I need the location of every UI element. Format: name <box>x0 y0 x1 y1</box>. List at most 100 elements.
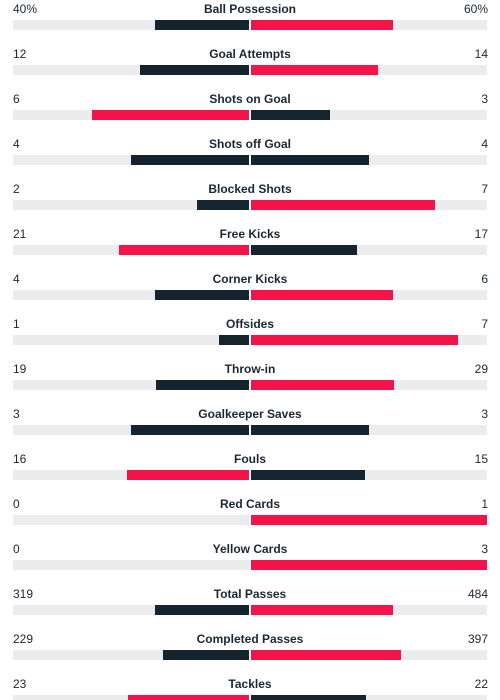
away-value: 29 <box>474 362 488 376</box>
away-bar-fill <box>251 425 369 435</box>
stat-row: 4 Corner Kicks 6 <box>0 271 500 301</box>
home-bar-fill <box>127 470 249 480</box>
away-bar-track <box>251 380 487 390</box>
stat-label: Ball Possession <box>203 2 297 16</box>
home-value: 23 <box>13 677 27 691</box>
stat-label: Fouls <box>234 452 266 466</box>
stat-row: 40% Ball Possession 60% <box>0 1 500 31</box>
away-bar-fill <box>251 560 487 570</box>
home-bar-fill <box>197 200 249 210</box>
away-value: 60% <box>463 2 488 16</box>
away-value: 3 <box>481 92 488 106</box>
away-bar-fill <box>251 695 366 700</box>
stat-row: 229 Completed Passes 397 <box>0 631 500 661</box>
away-bar-fill <box>251 290 393 300</box>
away-bar-track <box>251 605 487 615</box>
stat-label: Goalkeeper Saves <box>198 407 302 421</box>
stat-row: 4 Shots off Goal 4 <box>0 136 500 166</box>
home-bar-track <box>13 650 249 660</box>
away-bar-track <box>251 470 487 480</box>
away-bar-track <box>251 65 487 75</box>
away-bar-fill <box>251 605 393 615</box>
home-bar-track <box>13 425 249 435</box>
home-bar-track <box>13 335 249 345</box>
stat-label: Shots off Goal <box>209 137 291 151</box>
home-bar-track <box>13 20 249 30</box>
stat-label: Red Cards <box>219 497 281 511</box>
away-bar-track <box>251 335 487 345</box>
home-bar-fill <box>156 380 249 390</box>
away-bar-track <box>251 560 487 570</box>
away-bar-fill <box>251 65 378 75</box>
stat-row: 0 Red Cards 1 <box>0 496 500 526</box>
stat-label: Completed Passes <box>196 632 304 646</box>
home-value: 229 <box>13 632 34 646</box>
away-value: 397 <box>467 632 488 646</box>
home-bar-track <box>13 380 249 390</box>
away-value: 6 <box>481 272 488 286</box>
away-bar-track <box>251 110 487 120</box>
home-bar-fill <box>155 290 249 300</box>
home-bar-fill <box>131 425 249 435</box>
away-bar-track <box>251 650 487 660</box>
home-value: 4 <box>13 137 20 151</box>
stat-label: Blocked Shots <box>208 182 292 196</box>
away-value: 7 <box>481 182 488 196</box>
home-bar-fill <box>128 695 249 700</box>
stat-label: Yellow Cards <box>212 542 288 556</box>
away-bar-fill <box>251 20 393 30</box>
away-value: 7 <box>481 317 488 331</box>
away-value: 22 <box>474 677 488 691</box>
stat-row: 319 Total Passes 484 <box>0 586 500 616</box>
home-bar-track <box>13 65 249 75</box>
stat-row: 21 Free Kicks 17 <box>0 226 500 256</box>
away-bar-fill <box>251 155 369 165</box>
away-bar-track <box>251 695 487 700</box>
stat-label: Tackles <box>228 677 272 691</box>
stat-label: Total Passes <box>213 587 287 601</box>
away-value: 4 <box>481 137 488 151</box>
stat-label: Shots on Goal <box>209 92 291 106</box>
home-bar-track <box>13 110 249 120</box>
away-bar-track <box>251 200 487 210</box>
home-bar-track <box>13 200 249 210</box>
stat-row: 2 Blocked Shots 7 <box>0 181 500 211</box>
away-value: 3 <box>481 542 488 556</box>
away-bar-track <box>251 245 487 255</box>
stat-row: 6 Shots on Goal 3 <box>0 91 500 121</box>
away-bar-fill <box>251 200 435 210</box>
away-bar-fill <box>251 110 330 120</box>
stat-row: 16 Fouls 15 <box>0 451 500 481</box>
home-bar-track <box>13 155 249 165</box>
away-value: 484 <box>467 587 488 601</box>
stat-row: 19 Throw-in 29 <box>0 361 500 391</box>
home-value: 40% <box>13 2 38 16</box>
home-bar-fill <box>119 245 249 255</box>
home-bar-track <box>13 605 249 615</box>
stat-label: Free Kicks <box>219 227 281 241</box>
home-value: 6 <box>13 92 20 106</box>
away-bar-track <box>251 515 487 525</box>
home-bar-track <box>13 695 249 700</box>
stat-label: Goal Attempts <box>209 47 291 61</box>
home-bar-fill <box>163 650 249 660</box>
away-bar-fill <box>251 650 401 660</box>
away-bar-track <box>251 20 487 30</box>
away-value: 17 <box>474 227 488 241</box>
away-bar-fill <box>251 335 458 345</box>
home-value: 1 <box>13 317 20 331</box>
stat-label: Offsides <box>225 317 274 331</box>
stat-row: 1 Offsides 7 <box>0 316 500 346</box>
home-value: 3 <box>13 407 20 421</box>
home-bar-fill <box>140 65 249 75</box>
stat-row: 23 Tackles 22 <box>0 676 500 700</box>
away-bar-track <box>251 155 487 165</box>
home-value: 2 <box>13 182 20 196</box>
away-bar-track <box>251 425 487 435</box>
away-value: 3 <box>481 407 488 421</box>
home-value: 0 <box>13 497 20 511</box>
away-bar-track <box>251 290 487 300</box>
home-bar-fill <box>92 110 249 120</box>
away-bar-fill <box>251 470 365 480</box>
